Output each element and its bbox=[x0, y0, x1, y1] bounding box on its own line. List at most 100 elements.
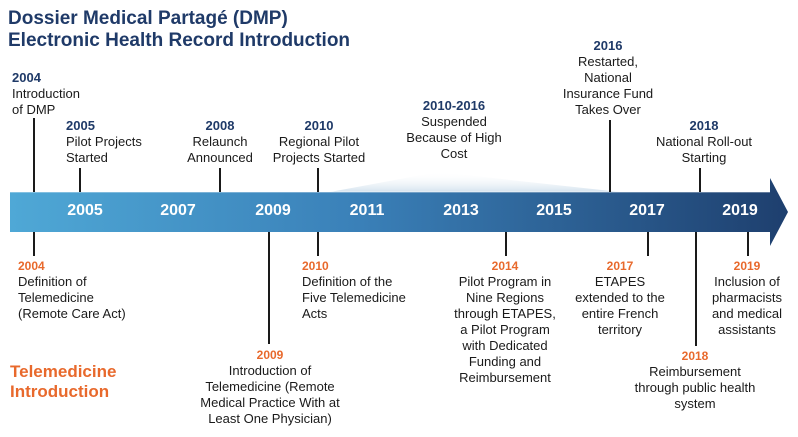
telemedicine-title-line-1: Telemedicine bbox=[10, 362, 117, 381]
event-year: 2017 bbox=[606, 259, 634, 273]
event-text: system bbox=[674, 396, 716, 411]
arrow-shape bbox=[10, 178, 788, 246]
dmp-connector-2004 bbox=[33, 118, 35, 192]
event-text: pharmacists bbox=[711, 290, 783, 305]
event-text: Least One Physician) bbox=[208, 411, 332, 426]
event-text: Telemedicine (Remote bbox=[205, 379, 335, 394]
event-year: 2010 bbox=[302, 259, 329, 273]
event-year: 2014 bbox=[491, 259, 519, 273]
dmp-event: 2005 Pilot Projects Started bbox=[66, 118, 142, 166]
event-year: 2005 bbox=[66, 118, 95, 133]
tm-connector-2010 bbox=[317, 232, 319, 256]
event-text: Suspended bbox=[421, 114, 487, 129]
event-text: Because of High bbox=[406, 130, 502, 145]
event-text: Takes Over bbox=[575, 102, 641, 117]
tm-connector-2017 bbox=[647, 232, 649, 256]
event-text: a Pilot Program bbox=[460, 322, 550, 337]
tm-connector-2009 bbox=[268, 232, 270, 344]
dmp-event: 2004 Introduction of DMP bbox=[12, 70, 80, 118]
event-text: Regional Pilot bbox=[278, 134, 360, 149]
tm-connector-2014 bbox=[505, 232, 507, 256]
event-text: National bbox=[584, 70, 632, 85]
event-text: National Roll-out bbox=[655, 134, 753, 149]
tm-connector-2018 bbox=[695, 232, 697, 346]
axis-year-2007: 2007 bbox=[160, 202, 196, 219]
tm-event: 2009 Introduction of Telemedicine (Remot… bbox=[196, 347, 344, 427]
event-text: Introduction bbox=[12, 86, 80, 101]
event-year: 2018 bbox=[689, 118, 719, 133]
event-text: territory bbox=[597, 322, 643, 337]
event-year: 2016 bbox=[593, 38, 623, 53]
title-line-1: Dossier Medical Partagé (DMP) bbox=[8, 8, 288, 29]
dmp-connector-2016 bbox=[609, 120, 611, 192]
event-text: Funding and bbox=[468, 354, 542, 369]
event-text: Started bbox=[66, 150, 108, 165]
event-text: Pilot Program in bbox=[458, 274, 552, 289]
event-text: Acts bbox=[302, 306, 328, 321]
event-text: and medical bbox=[711, 306, 783, 321]
event-text: with Dedicated bbox=[462, 338, 548, 353]
tm-event: 2019 Inclusion of pharmacists and medica… bbox=[700, 258, 794, 338]
suspension-highlight bbox=[330, 172, 620, 192]
event-text: Cost bbox=[440, 146, 468, 161]
event-text: Projects Started bbox=[272, 150, 366, 165]
axis-year-2005: 2005 bbox=[67, 202, 103, 219]
tm-event: 2017 ETAPES extended to the entire Frenc… bbox=[566, 258, 674, 338]
event-text: Inclusion of bbox=[714, 274, 780, 289]
event-text: Announced bbox=[187, 150, 253, 165]
axis-year-2009: 2009 bbox=[255, 202, 291, 219]
event-text: Reimbursement bbox=[459, 370, 551, 385]
event-text: Relaunch bbox=[192, 134, 248, 149]
dmp-event: 2010-2016 Suspended Because of High Cost bbox=[388, 98, 520, 162]
dmp-connector-2005 bbox=[79, 168, 81, 192]
event-text: Introduction of bbox=[228, 363, 312, 378]
dmp-event: 2008 Relaunch Announced bbox=[170, 118, 270, 166]
tm-event: 2018 Reimbursement through public health… bbox=[628, 348, 762, 412]
event-text: Starting bbox=[681, 150, 727, 165]
event-text: Restarted, bbox=[578, 54, 638, 69]
tm-event: 2004 Definition of Telemedicine (Remote … bbox=[18, 258, 126, 322]
telemedicine-title-line-2: Introduction bbox=[10, 382, 110, 401]
event-text: Pilot Projects bbox=[66, 134, 142, 149]
event-text: Reimbursement bbox=[649, 364, 741, 379]
event-text: of DMP bbox=[12, 102, 56, 117]
tm-event: 2014 Pilot Program in Nine Regions throu… bbox=[440, 258, 570, 386]
event-text: assistants bbox=[718, 322, 776, 337]
event-year: 2004 bbox=[18, 259, 45, 273]
event-year: 2010 bbox=[304, 118, 334, 133]
event-year: 2010-2016 bbox=[422, 98, 486, 113]
axis-year-2015: 2015 bbox=[536, 202, 572, 219]
event-text: entire French bbox=[581, 306, 659, 321]
event-text: Nine Regions bbox=[465, 290, 545, 305]
event-text: through ETAPES, bbox=[454, 306, 556, 321]
event-text: Medical Practice With at bbox=[200, 395, 340, 410]
dmp-connector-2010 bbox=[317, 168, 319, 192]
dmp-connector-2018 bbox=[699, 168, 701, 192]
event-text: ETAPES bbox=[594, 274, 646, 289]
dmp-connector-2008 bbox=[219, 168, 221, 192]
dmp-event: 2016 Restarted, National Insurance Fund … bbox=[548, 38, 668, 118]
tm-event: 2010 Definition of the Five Telemedicine… bbox=[302, 258, 406, 322]
title-line-2: Electronic Health Record Introduction bbox=[8, 30, 351, 51]
event-year: 2018 bbox=[681, 349, 709, 363]
event-year: 2009 bbox=[256, 348, 284, 362]
event-year: 2004 bbox=[12, 70, 41, 85]
event-text: Five Telemedicine bbox=[302, 290, 406, 305]
event-text: Telemedicine bbox=[18, 290, 94, 305]
event-text: (Remote Care Act) bbox=[18, 306, 126, 321]
event-year: 2008 bbox=[205, 118, 235, 133]
event-text: Definition of bbox=[18, 274, 87, 289]
event-text: through public health bbox=[634, 380, 756, 395]
axis-year-2011: 2011 bbox=[349, 202, 385, 219]
tm-connector-2004 bbox=[33, 232, 35, 256]
axis-year-2019: 2019 bbox=[722, 202, 758, 219]
axis-year-2013: 2013 bbox=[443, 202, 479, 219]
axis-year-2017: 2017 bbox=[629, 202, 665, 219]
event-text: Definition of the bbox=[302, 274, 393, 289]
event-year: 2019 bbox=[733, 259, 761, 273]
event-text: Insurance Fund bbox=[562, 86, 654, 101]
tm-connector-2019 bbox=[747, 232, 749, 256]
dmp-event: 2018 National Roll-out Starting bbox=[642, 118, 766, 166]
event-text: extended to the bbox=[575, 290, 665, 305]
